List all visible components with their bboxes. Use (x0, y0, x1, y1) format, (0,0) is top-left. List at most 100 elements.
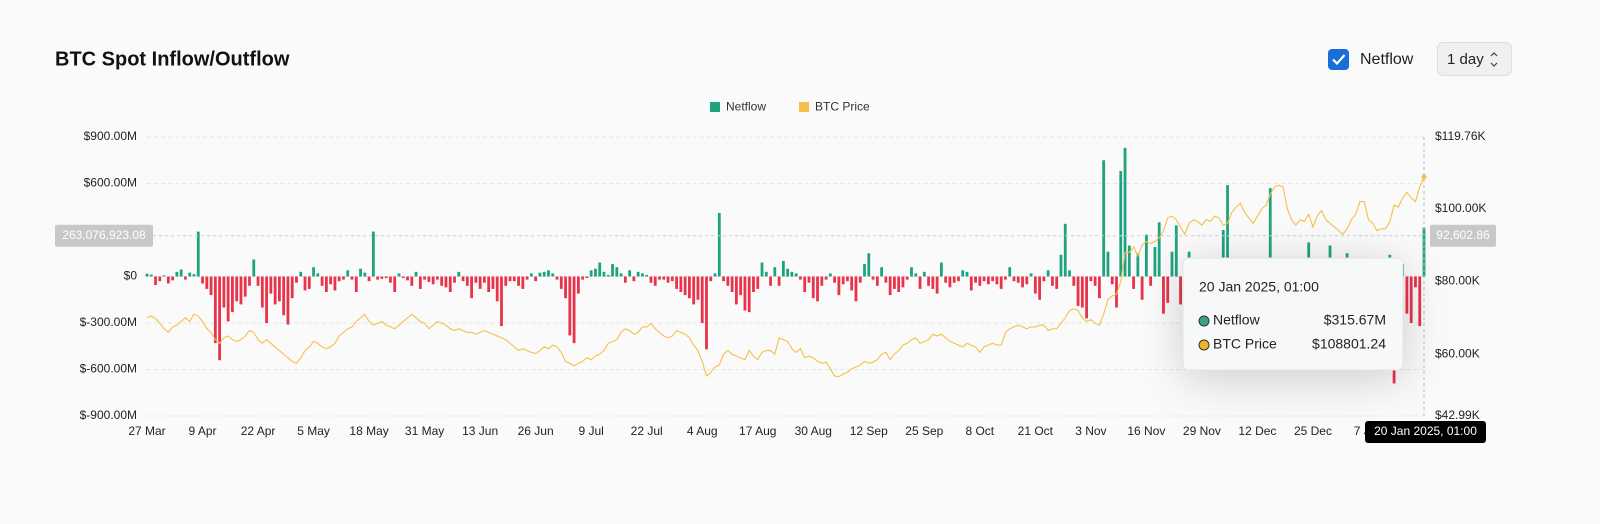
netflow-bar (935, 276, 939, 294)
netflow-bar (559, 276, 563, 289)
netflow-bar (376, 276, 380, 280)
tooltip-name: BTC Price (1213, 336, 1277, 352)
netflow-bar (628, 270, 632, 277)
netflow-bar (692, 276, 696, 305)
x-tick-label: 29 Nov (1183, 424, 1221, 438)
netflow-bar (192, 274, 196, 277)
netflow-bar (218, 276, 222, 361)
select-chevrons (1490, 52, 1498, 67)
netflow-bar (978, 276, 982, 286)
netflow-bar (316, 273, 320, 277)
netflow-bar (196, 231, 200, 277)
netflow-bar (1021, 276, 1024, 288)
y2-tick-label: $80.00K (1435, 274, 1480, 288)
netflow-bar (773, 267, 777, 277)
netflow-bar (850, 276, 854, 291)
netflow-bar (154, 276, 157, 286)
tooltip-dot (1198, 339, 1210, 351)
netflow-bar (764, 271, 768, 277)
netflow-bar (576, 276, 580, 294)
netflow-bar (594, 268, 597, 277)
netflow-bar (1089, 276, 1093, 282)
x-tick-label: 22 Jul (631, 424, 663, 438)
x-tick-label: 12 Sep (850, 424, 888, 438)
netflow-bar (525, 276, 529, 280)
netflow-bar (521, 276, 525, 289)
netflow-bar (179, 269, 183, 277)
netflow-bar (632, 276, 636, 282)
netflow-bar (1414, 276, 1417, 288)
netflow-bar (1055, 276, 1059, 289)
x-tick-label: 9 Apr (189, 424, 217, 438)
netflow-bar (572, 276, 576, 344)
tooltip-name: Netflow (1213, 312, 1261, 328)
netflow-bar (679, 276, 683, 292)
netflow-bar (175, 271, 179, 277)
netflow-bar (952, 276, 956, 283)
netflow-bar (880, 267, 883, 277)
netflow-bar (606, 274, 610, 277)
netflow-bar (239, 276, 243, 305)
x-tick-label: 17 Aug (739, 424, 776, 438)
toggle-label[interactable]: Netflow (1360, 51, 1414, 68)
netflow-bar (897, 276, 901, 292)
netflow-bar (1170, 251, 1174, 277)
netflow-bar (914, 273, 918, 277)
netflow-bar (747, 276, 751, 313)
netflow-bar (282, 276, 286, 316)
netflow-bar (807, 276, 811, 283)
netflow-bar (273, 276, 277, 305)
netflow-bar (269, 276, 273, 294)
crosshair-y-label: 263,076,923.08 (62, 228, 146, 242)
netflow-bar (1136, 253, 1140, 277)
netflow-bar (448, 276, 452, 292)
x-tick-label: 5 May (297, 424, 330, 438)
netflow-bar (957, 276, 960, 282)
netflow-bar (444, 276, 448, 288)
tooltip-value: $315.67M (1324, 312, 1386, 328)
netflow-bar (512, 276, 516, 282)
netflow-bar (986, 276, 990, 285)
netflow-bar (982, 276, 986, 282)
netflow-bar (1051, 276, 1054, 286)
netflow-bar (961, 270, 965, 277)
netflow-checkbox[interactable] (1328, 49, 1349, 70)
interval-select[interactable] (1437, 42, 1512, 76)
netflow-bar (722, 276, 725, 282)
netflow-bar (1268, 188, 1272, 277)
y-tick-label: $-900.00M (80, 408, 137, 422)
netflow-bar (781, 261, 785, 277)
netflow-bar (820, 276, 824, 286)
netflow-bar (623, 276, 627, 283)
y-tick-label: $0 (124, 269, 138, 283)
netflow-bar (243, 276, 247, 297)
netflow-bar (670, 276, 674, 282)
netflow-bar (867, 253, 871, 277)
netflow-bar (1115, 276, 1118, 308)
netflow-bar (166, 276, 170, 284)
x-tick-label: 8 Oct (965, 424, 994, 438)
netflow-bar (828, 273, 832, 277)
netflow-bar (615, 267, 619, 277)
netflow-bar (474, 276, 478, 283)
netflow-bar (1025, 276, 1029, 285)
netflow-bar (1033, 276, 1037, 294)
netflow-bar (149, 274, 153, 277)
netflow-bar (1179, 276, 1182, 305)
netflow-bar (717, 212, 721, 277)
netflow-bar (359, 268, 362, 277)
netflow-bar (1140, 276, 1144, 300)
netflow-bar (1221, 230, 1225, 277)
netflow-bar (858, 276, 862, 283)
check-mark (1332, 54, 1346, 66)
netflow-bar (256, 276, 260, 286)
netflow-bar (418, 276, 422, 289)
netflow-bar (222, 276, 226, 308)
netflow-bar (538, 272, 542, 277)
netflow-bar (803, 276, 807, 292)
netflow-bar (944, 276, 948, 283)
netflow-bar (918, 276, 922, 289)
netflow-bar (312, 267, 315, 277)
netflow-bar (884, 276, 888, 283)
